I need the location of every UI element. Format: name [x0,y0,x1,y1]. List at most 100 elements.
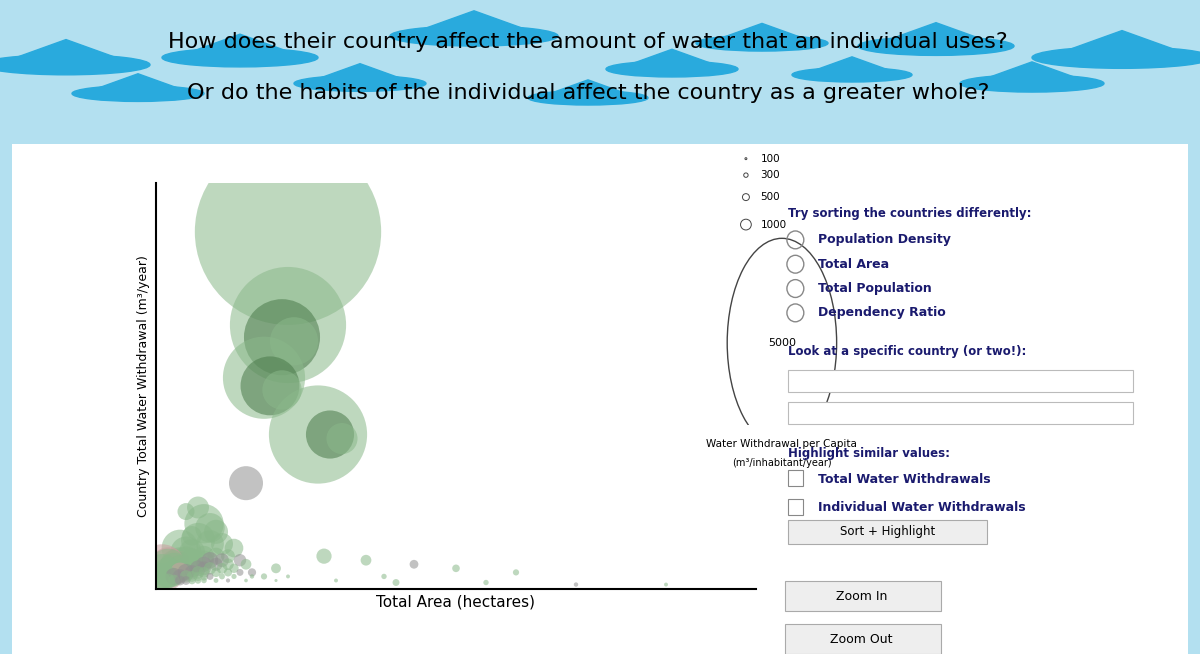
Polygon shape [889,23,983,39]
Point [206,526,226,537]
Point [182,547,202,557]
Point [266,563,286,574]
Point [194,519,214,529]
Point [176,555,196,566]
Point [170,555,190,566]
Point [737,192,756,202]
Point [386,577,406,588]
Point [332,434,352,444]
Point [224,571,244,581]
Point [188,535,208,545]
Point [170,576,190,586]
Point [566,579,586,590]
Point [182,555,202,566]
Point [200,539,220,549]
Point [194,567,214,577]
Text: Zoom In: Zoom In [836,590,887,603]
Circle shape [606,61,738,77]
Text: Individual Water Withdrawals: Individual Water Withdrawals [818,501,1026,514]
Point [206,576,226,586]
Bar [787,498,803,515]
Point [212,539,232,549]
Point [236,478,256,489]
Polygon shape [989,62,1075,77]
Point [164,567,184,577]
Point [170,567,190,577]
Circle shape [528,91,648,105]
Point [218,551,238,561]
Point [284,336,304,347]
Polygon shape [424,10,524,29]
Text: 5000: 5000 [768,337,796,348]
Point [242,567,262,577]
Point [170,559,190,570]
Point [176,506,196,517]
Point [212,571,232,581]
Point [194,559,214,570]
Point [656,579,676,590]
Point [194,551,214,561]
Point [272,385,292,395]
Point [236,576,256,586]
Point [188,502,208,513]
Point [272,332,292,343]
Point [218,576,238,586]
Polygon shape [16,39,116,58]
Point [164,563,184,574]
Point [314,551,334,561]
Point [182,576,202,586]
Circle shape [960,75,1104,92]
Polygon shape [632,49,712,63]
Circle shape [0,55,150,75]
Point [182,559,202,570]
Point [254,373,274,383]
Point [176,563,196,574]
Point [164,559,184,570]
Text: Dependency Ratio: Dependency Ratio [818,306,946,319]
Point [152,571,172,581]
Point [374,571,394,581]
Text: Population Density: Population Density [818,233,952,247]
Point [278,226,298,237]
Point [254,571,274,581]
Point [356,555,376,566]
Polygon shape [722,24,802,38]
Point [278,571,298,581]
Point [200,563,220,574]
Polygon shape [816,57,888,70]
Y-axis label: Country Total Water Withdrawal (m³/year): Country Total Water Withdrawal (m³/year) [138,255,150,517]
Point [206,559,226,570]
Point [170,571,190,581]
Point [506,567,526,577]
Circle shape [792,67,912,82]
Point [188,571,208,581]
Point [152,576,172,586]
Text: 100: 100 [761,154,780,164]
Point [152,567,172,577]
Point [260,381,280,391]
Point [206,551,226,561]
Polygon shape [320,63,400,78]
Point [212,563,232,574]
Bar [12,144,1188,654]
Circle shape [390,26,558,46]
Polygon shape [98,74,178,88]
Point [164,576,184,586]
Point [182,571,202,581]
Text: Or do the habits of the individual affect the country as a greater whole?: Or do the habits of the individual affec… [187,84,989,103]
Point [218,559,238,570]
Point [176,567,196,577]
Point [188,567,208,577]
Text: Total Water Withdrawals: Total Water Withdrawals [818,473,991,486]
Point [170,563,190,574]
Point [194,563,214,574]
Text: Water Withdrawal per Capita: Water Withdrawal per Capita [707,439,857,449]
Point [194,576,214,586]
Text: How does their country affect the amount of water that an individual uses?: How does their country affect the amount… [168,31,1008,52]
Point [164,555,184,566]
Point [476,577,496,588]
Point [188,563,208,574]
Point [278,320,298,330]
X-axis label: Total Area (hectares): Total Area (hectares) [377,594,535,609]
Point [266,576,286,586]
